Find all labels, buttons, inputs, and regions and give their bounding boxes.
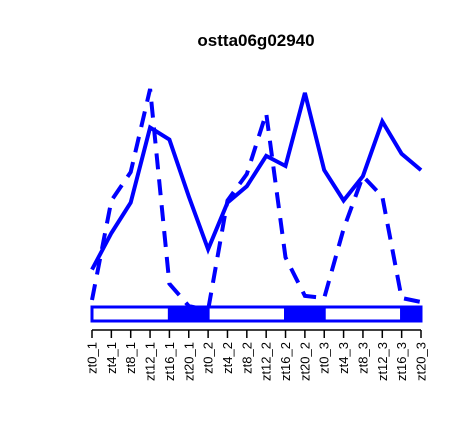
x-tick-label-zt4_3: zt4_3 [336, 342, 351, 374]
x-tick-label-zt16_3: zt16_3 [394, 342, 409, 381]
x-tick-label-zt8_3: zt8_3 [355, 342, 370, 374]
series-line-solid [90, 92, 423, 271]
series-layer [90, 88, 423, 313]
x-tick-label-zt8_2: zt8_2 [239, 342, 254, 374]
x-tick-label-zt16_1: zt16_1 [162, 342, 177, 381]
x-tick-label-zt8_1: zt8_1 [123, 342, 138, 374]
bar-segment-2 [206, 305, 288, 323]
bar-segment-1 [167, 305, 210, 323]
series-line-dashed [90, 88, 422, 313]
x-tick-label-zt0_1: zt0_1 [85, 342, 100, 374]
x-tick-label-zt4_2: zt4_2 [220, 342, 235, 374]
light-dark-bar [90, 305, 423, 323]
bar-segment-5 [400, 305, 423, 323]
x-tick-label-zt12_2: zt12_2 [259, 342, 274, 381]
chart-title: ostta06g02940 [197, 31, 314, 50]
x-axis: zt0_1 zt4_1 zt8_1 zt12_1 zt16_1 zt20_1 zt0_2 zt… [85, 329, 429, 381]
x-tick-label-zt20_2: zt20_2 [297, 342, 312, 381]
x-tick-label-zt12_3: zt12_3 [375, 342, 390, 381]
x-tick-label-zt20_3: zt20_3 [414, 342, 429, 381]
x-tick-label-zt16_2: zt16_2 [278, 342, 293, 381]
x-tick-label-zt0_3: zt0_3 [317, 342, 332, 374]
bar-segment-3 [284, 305, 326, 323]
x-tick-label-zt12_1: zt12_1 [143, 342, 158, 381]
x-tick-label-zt20_1: zt20_1 [181, 342, 196, 381]
bar-segment-0 [90, 305, 171, 323]
bar-segment-4 [322, 305, 404, 323]
x-tick-label-zt4_1: zt4_1 [104, 342, 119, 374]
x-tick-label-zt0_2: zt0_2 [201, 342, 216, 374]
